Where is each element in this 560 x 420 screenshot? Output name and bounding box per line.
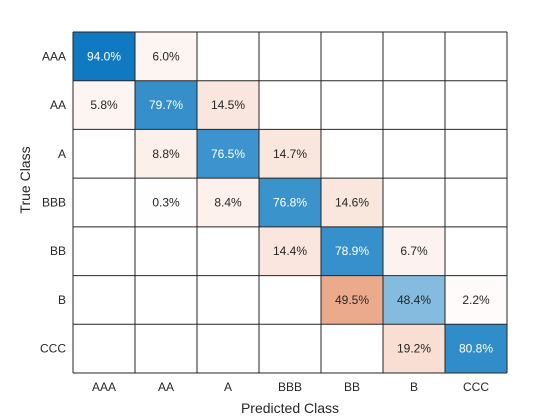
- cell-CCC-BB: [321, 324, 383, 373]
- cell-B-AA: [135, 275, 197, 325]
- cell-AAA-A: [197, 32, 259, 81]
- cell-BBB-BB: [321, 178, 383, 227]
- cell-A-BB: [321, 129, 383, 179]
- y-tick-label: AAA: [42, 49, 66, 63]
- cell-AA-CCC: [445, 80, 507, 130]
- cell-BB-A: [197, 226, 259, 276]
- cell-value-label: 14.5%: [211, 98, 245, 112]
- cell-B-CCC: [445, 275, 507, 325]
- cell-AA-BB: [321, 80, 383, 130]
- x-tick-label: A: [224, 380, 232, 394]
- cell-value-label: 6.0%: [152, 49, 180, 63]
- cell-value-label: 48.4%: [397, 293, 431, 307]
- matrix-cells: 94.0% 6.0% 5.8% 79.7% 14.5% 8.8% 76.5% 14.7% 0.3…: [73, 32, 507, 373]
- cell-BB-CCC: [445, 226, 507, 276]
- cell-value-label: 19.2%: [397, 342, 431, 356]
- cell-BB-BBB: [259, 226, 321, 276]
- cell-AAA-B: [383, 32, 445, 81]
- cell-value-label: 6.7%: [400, 244, 428, 258]
- x-tick-label: AAA: [92, 380, 116, 394]
- cell-B-A: [197, 275, 259, 325]
- y-tick-label: A: [58, 147, 66, 161]
- y-axis-title: True Class: [17, 146, 33, 213]
- cell-CCC-AA: [135, 324, 197, 373]
- cell-value-label: 49.5%: [335, 293, 369, 307]
- cell-value-label: 76.8%: [273, 196, 307, 210]
- cell-AAA-BBB: [259, 32, 321, 81]
- cell-BB-AAA: [73, 226, 135, 276]
- cell-BBB-AA: [135, 178, 197, 227]
- cell-AAA-AA: [135, 32, 197, 81]
- cell-BB-AA: [135, 226, 197, 276]
- cell-value-label: 79.7%: [149, 98, 183, 112]
- cell-value-label: 14.7%: [273, 147, 307, 161]
- cell-BBB-B: [383, 178, 445, 227]
- cell-value-label: 14.6%: [335, 196, 369, 210]
- cell-BBB-BBB: [259, 178, 321, 227]
- cell-value-label: 94.0%: [87, 49, 121, 63]
- cell-CCC-B: [383, 324, 445, 373]
- x-tick-label: BB: [344, 380, 360, 394]
- cell-value-label: 80.8%: [459, 342, 493, 356]
- cell-AA-AAA: [73, 80, 135, 130]
- cell-AAA-BB: [321, 32, 383, 81]
- cell-BB-B: [383, 226, 445, 276]
- cell-A-B: [383, 129, 445, 179]
- cell-AA-BBB: [259, 80, 321, 130]
- y-tick-label: BB: [50, 244, 66, 258]
- cell-AAA-AAA: [73, 32, 135, 81]
- cell-value-label: 8.4%: [214, 196, 242, 210]
- cell-BBB-A: [197, 178, 259, 227]
- cell-value-label: 14.4%: [273, 244, 307, 258]
- cell-AA-AA: [135, 80, 197, 130]
- cell-BB-BB: [321, 226, 383, 276]
- y-tick-label: CCC: [40, 342, 66, 356]
- x-tick-label: B: [410, 380, 418, 394]
- cell-value-label: 8.8%: [152, 147, 180, 161]
- x-tick-label: BBB: [278, 380, 302, 394]
- cell-B-AAA: [73, 275, 135, 325]
- x-tick-label: CCC: [463, 380, 489, 394]
- cell-AA-B: [383, 80, 445, 130]
- cell-A-AAA: [73, 129, 135, 179]
- x-axis-title: Predicted Class: [241, 400, 339, 416]
- x-tick-labels: AAA AA A BBB BB B CCC: [92, 380, 489, 394]
- x-tick-label: AA: [158, 380, 174, 394]
- y-tick-label: B: [58, 293, 66, 307]
- cell-CCC-BBB: [259, 324, 321, 373]
- cell-B-BBB: [259, 275, 321, 325]
- cell-value-label: 76.5%: [211, 147, 245, 161]
- cell-A-BBB: [259, 129, 321, 179]
- cell-A-CCC: [445, 129, 507, 179]
- cell-AA-A: [197, 80, 259, 130]
- cell-A-AA: [135, 129, 197, 179]
- cell-BBB-CCC: [445, 178, 507, 227]
- cell-value-label: 0.3%: [152, 196, 180, 210]
- cell-value-label: 5.8%: [90, 98, 118, 112]
- y-tick-label: BBB: [42, 196, 66, 210]
- cell-A-A: [197, 129, 259, 179]
- cell-value-label: 78.9%: [335, 244, 369, 258]
- cell-CCC-CCC: [445, 324, 507, 373]
- y-tick-label: AA: [50, 98, 66, 112]
- matrix-grid: [72, 31, 508, 374]
- cell-value-label: 2.2%: [462, 293, 490, 307]
- cell-B-B: [383, 275, 445, 325]
- cell-BBB-AAA: [73, 178, 135, 227]
- cell-CCC-AAA: [73, 324, 135, 373]
- cell-B-BB: [321, 275, 383, 325]
- cell-AAA-CCC: [445, 32, 507, 81]
- cell-CCC-A: [197, 324, 259, 373]
